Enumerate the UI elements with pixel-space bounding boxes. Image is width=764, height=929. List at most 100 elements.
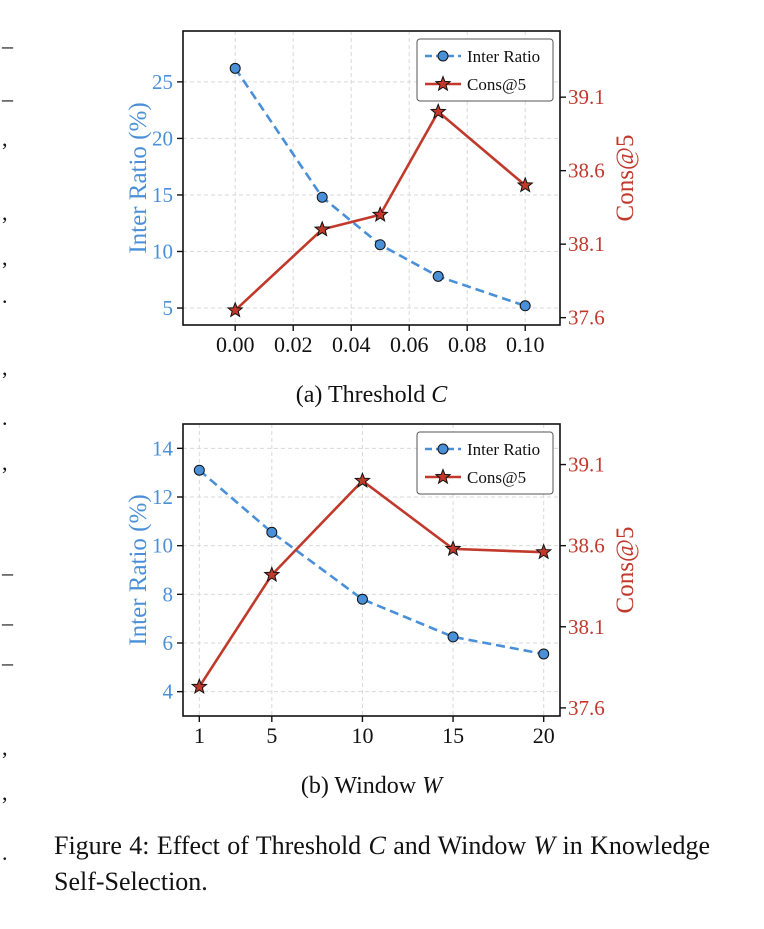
right-y-tick-label: 38.1 xyxy=(568,232,605,256)
plot-frame xyxy=(182,30,561,326)
margin-fragment: – xyxy=(2,560,13,585)
cons5-point xyxy=(226,301,244,318)
x-tick-label: 5 xyxy=(266,723,277,748)
cons5-point xyxy=(263,565,281,583)
caption-text-1: Figure 4: Effect of Threshold xyxy=(54,831,369,860)
legend-box xyxy=(416,38,554,102)
right-y-axis-label: Cons@5 xyxy=(612,135,639,222)
margin-fragment: , xyxy=(2,735,8,760)
margin-fragment: , xyxy=(2,200,8,225)
legend: Inter Ratio Cons@5 xyxy=(416,431,554,495)
plot-frame xyxy=(182,423,561,717)
cons5-point xyxy=(353,471,371,488)
margin-fragment: . xyxy=(2,283,8,308)
panel-subtitle: (a) Threshold C xyxy=(296,382,449,408)
x-tick-label: 1 xyxy=(194,723,205,748)
margin-fragment: , xyxy=(2,780,8,805)
x-tick-label: 0.06 xyxy=(390,332,429,357)
right-y-axis-label: Cons@5 xyxy=(612,527,639,614)
legend-inter-ratio-marker xyxy=(437,443,449,455)
right-y-tick-label: 37.6 xyxy=(568,696,605,720)
inter-ratio-point xyxy=(447,631,459,643)
inter-ratio-point xyxy=(374,239,386,251)
caption-text-2: and Window xyxy=(385,831,534,860)
right-y-tick-label: 38.6 xyxy=(568,159,605,183)
inter-ratio-point xyxy=(519,300,531,312)
cons5-point xyxy=(371,205,389,222)
margin-fragment: , xyxy=(2,126,8,151)
left-y-axis-ticks: 5 10 15 20 25 xyxy=(152,70,183,320)
margin-fragment: . xyxy=(2,405,8,430)
right-y-axis-ticks: 37.6 38.1 38.6 39.1 xyxy=(560,85,605,330)
inter-ratio-point xyxy=(193,464,205,476)
left-y-axis-label: Inter Ratio (%) xyxy=(125,494,152,645)
inter-ratio-point xyxy=(316,191,328,203)
panel-subtitle-variable: W xyxy=(422,773,444,799)
margin-fragment: , xyxy=(2,245,8,270)
right-y-tick-label: 39.1 xyxy=(568,453,605,477)
inter-ratio-point xyxy=(229,62,241,74)
margin-fragment: – xyxy=(2,650,13,675)
inter-ratio-point xyxy=(266,526,278,538)
x-axis-ticks: 1 5 10 15 20 xyxy=(194,716,555,748)
panel-subtitle: (b) Window W xyxy=(301,773,444,799)
margin-fragment: . xyxy=(2,840,8,865)
x-tick-label: 0.08 xyxy=(448,332,487,357)
series-cons-5 xyxy=(226,102,534,318)
x-tick-label: 0.00 xyxy=(216,332,255,357)
legend-cons5-marker xyxy=(434,468,452,485)
figure-caption: Figure 4: Effect of Threshold C and Wind… xyxy=(54,828,710,900)
margin-fragment: , xyxy=(2,355,8,380)
series-inter-ratio xyxy=(229,62,531,312)
left-y-tick-label: 5 xyxy=(163,296,174,320)
x-tick-label: 0.10 xyxy=(506,332,545,357)
right-y-tick-label: 38.1 xyxy=(568,615,605,639)
left-y-tick-label: 15 xyxy=(152,183,173,207)
inter-ratio-point xyxy=(538,648,550,660)
right-y-tick-label: 38.6 xyxy=(568,534,605,558)
caption-var-c: C xyxy=(368,831,386,860)
right-y-tick-label: 39.1 xyxy=(568,85,605,109)
caption-text-3: in Knowledge Self-Selection. xyxy=(54,831,710,896)
right-y-tick-label: 37.6 xyxy=(568,306,605,330)
legend-inter-ratio-label: Inter Ratio xyxy=(467,440,540,459)
left-y-tick-label: 10 xyxy=(152,534,173,558)
margin-fragment: – xyxy=(2,33,13,58)
margin-fragment: – xyxy=(2,86,13,111)
cons5-point xyxy=(535,543,553,560)
legend-cons5-label: Cons@5 xyxy=(467,468,526,487)
legend-cons5-marker xyxy=(434,75,452,92)
left-y-tick-label: 8 xyxy=(163,582,174,606)
left-y-tick-label: 10 xyxy=(152,240,173,264)
cons5-point xyxy=(444,540,462,557)
x-tick-label: 0.02 xyxy=(274,332,313,357)
left-y-tick-label: 25 xyxy=(152,70,173,94)
x-tick-label: 0.04 xyxy=(332,332,371,357)
legend-inter-ratio-label: Inter Ratio xyxy=(467,47,540,66)
margin-fragment: , xyxy=(2,450,8,475)
series-inter-ratio xyxy=(193,464,550,660)
x-tick-label: 10 xyxy=(351,723,373,748)
panel-subtitle-variable: C xyxy=(431,382,448,408)
legend-cons5-label: Cons@5 xyxy=(467,75,526,94)
left-y-tick-label: 12 xyxy=(152,485,173,509)
chart-panel-threshold: 0.00 0.02 0.04 0.06 0.08 0.10 5 10 15 20 25 37.6 38.… xyxy=(125,30,639,408)
inter-ratio-line xyxy=(198,469,544,656)
x-tick-label: 20 xyxy=(533,723,555,748)
panel-subtitle-text: (b) Window xyxy=(301,773,422,799)
right-y-axis-ticks: 37.6 38.1 38.6 39.1 xyxy=(560,453,605,720)
left-y-tick-label: 20 xyxy=(152,126,173,150)
left-y-axis-label: Inter Ratio (%) xyxy=(125,102,152,253)
x-tick-label: 15 xyxy=(442,723,464,748)
left-y-axis-ticks: 4 6 8 10 12 14 xyxy=(152,436,183,704)
legend-box xyxy=(416,431,554,495)
legend-inter-ratio-marker xyxy=(437,50,449,62)
cons5-point xyxy=(516,176,534,193)
x-axis-ticks: 0.00 0.02 0.04 0.06 0.08 0.10 xyxy=(216,325,545,357)
left-y-tick-label: 4 xyxy=(163,680,174,704)
left-y-tick-label: 14 xyxy=(152,436,174,460)
legend: Inter Ratio Cons@5 xyxy=(416,38,554,102)
cons5-point xyxy=(313,220,331,237)
